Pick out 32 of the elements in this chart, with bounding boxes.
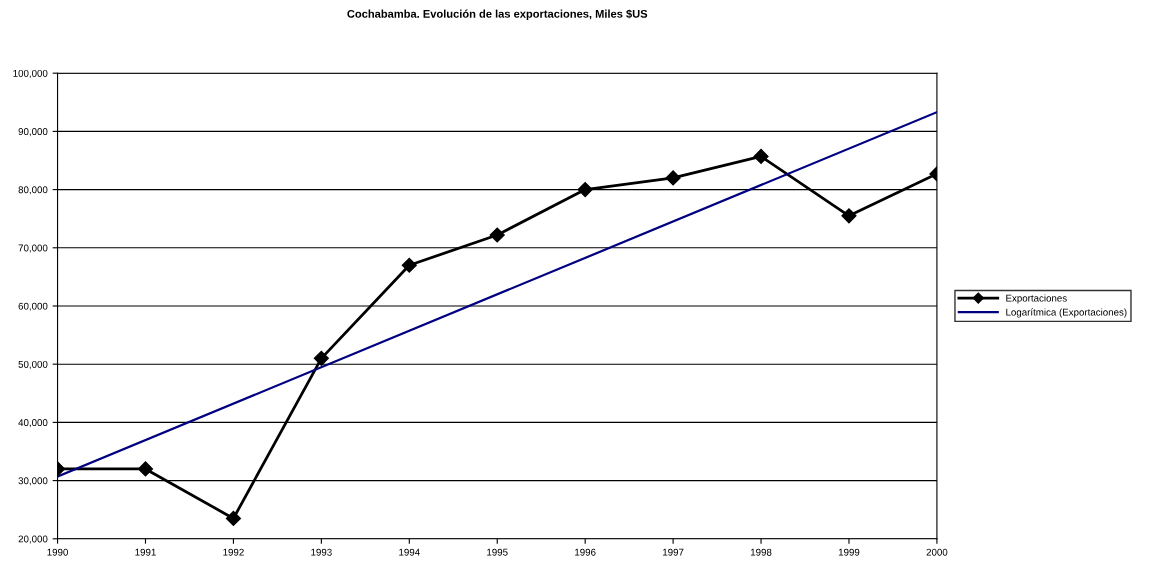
y-tick-label: 20,000 bbox=[18, 535, 48, 544]
point bbox=[841, 208, 857, 224]
legend-label: Logarítmica (Exportaciones) bbox=[1006, 308, 1127, 318]
point bbox=[313, 350, 329, 366]
x-tick-label: 2000 bbox=[926, 548, 948, 556]
legend-label: Exportaciones bbox=[1006, 294, 1067, 304]
y-tick-label: 70,000 bbox=[18, 244, 48, 253]
x-tick-label: 1998 bbox=[750, 548, 772, 556]
y-tick-label: 90,000 bbox=[18, 128, 48, 137]
point bbox=[225, 510, 241, 526]
x-tick-label: 1991 bbox=[135, 548, 156, 556]
x-tick-label: 1997 bbox=[663, 548, 684, 556]
y-tick-label: 100,000 bbox=[13, 69, 48, 78]
x-tick-label: 1999 bbox=[838, 548, 860, 556]
chart-title: Cochabamba. Evolución de las exportaciones, Miles $US bbox=[347, 9, 648, 20]
point bbox=[577, 182, 593, 198]
x-tick-label: 1995 bbox=[487, 548, 508, 556]
point bbox=[489, 227, 505, 243]
x-tick-label: 1993 bbox=[311, 548, 332, 556]
x-tick-label: 1996 bbox=[575, 548, 596, 556]
point bbox=[137, 461, 154, 477]
x-tick-label: 1994 bbox=[399, 548, 420, 556]
x-tick-label: 1990 bbox=[47, 548, 68, 556]
point bbox=[401, 257, 417, 273]
y-tick-label: 30,000 bbox=[18, 477, 48, 486]
y-tick-label: 40,000 bbox=[18, 419, 48, 428]
point bbox=[753, 148, 769, 164]
y-tick-label: 60,000 bbox=[18, 302, 48, 311]
y-tick-label: 50,000 bbox=[18, 360, 48, 369]
x-tick-label: 1992 bbox=[223, 548, 244, 556]
point bbox=[665, 170, 681, 186]
y-tick-label: 80,000 bbox=[18, 186, 48, 195]
